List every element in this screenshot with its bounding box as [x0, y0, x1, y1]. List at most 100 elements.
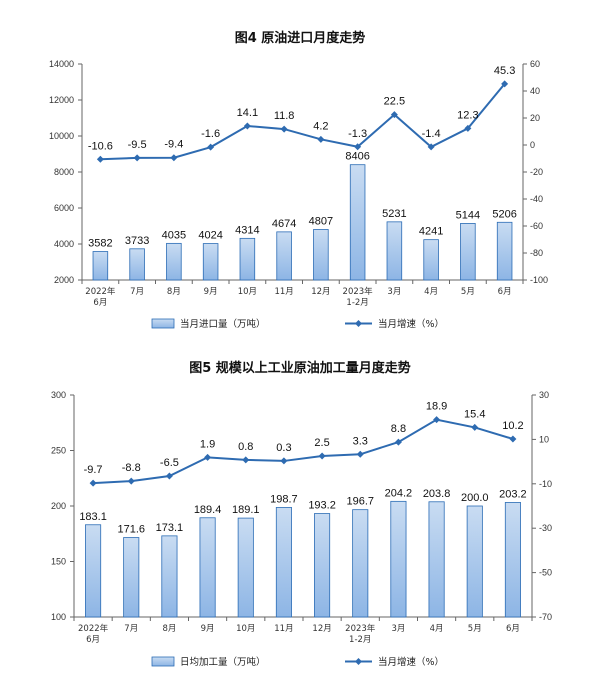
- left-tick-label: 10000: [49, 131, 74, 141]
- x-tick-label: 5月: [461, 287, 475, 297]
- growth-line: [93, 418, 514, 485]
- bar-value-label: 189.4: [194, 504, 222, 516]
- bar: [314, 513, 331, 618]
- legend-line-label: 当月增速（%）: [378, 318, 444, 330]
- left-tick-label: 300: [51, 390, 66, 400]
- bar-value-label: 4314: [235, 224, 259, 236]
- line-value-label: -9.4: [164, 139, 183, 151]
- x-tick-label: 7月: [130, 287, 144, 297]
- line-point: [317, 135, 325, 143]
- legend-line-label: 当月增速（%）: [378, 656, 444, 668]
- bar-value-label: 193.2: [308, 500, 336, 512]
- bar: [460, 223, 476, 281]
- bar: [237, 517, 254, 618]
- x-tick-label: 12月: [312, 624, 331, 634]
- x-tick-label: 10月: [238, 287, 257, 297]
- line-point: [501, 80, 509, 88]
- bar-value-label: 200.0: [461, 492, 489, 504]
- bar: [161, 535, 178, 618]
- x-tick-label: 4月: [430, 624, 444, 634]
- left-tick-label: 150: [51, 557, 66, 567]
- line-point: [127, 477, 135, 485]
- line-value-label: -10.6: [88, 140, 113, 152]
- right-tick-label: 10: [539, 434, 549, 444]
- right-tick-label: -80: [530, 248, 543, 258]
- chart-title: 图5 规模以上工业原油加工量月度走势: [189, 360, 411, 376]
- legend-bar-swatch: [151, 318, 175, 329]
- bar-value-label: 5206: [492, 208, 516, 220]
- x-tick-label: 7月: [124, 624, 138, 634]
- left-tick-label: 4000: [54, 239, 74, 249]
- line-value-label: 8.8: [391, 423, 406, 435]
- legend-line-marker: [355, 320, 362, 327]
- chart-2: 图5 规模以上工业原油加工量月度走势 100 150 200 250 300 -70 -50 -…: [51, 360, 552, 668]
- legend-bar-swatch: [151, 656, 175, 667]
- line-value-label: 11.8: [274, 110, 295, 122]
- bar: [423, 239, 439, 281]
- x-tick-label: 6月: [506, 624, 520, 634]
- bar-value-label: 204.2: [385, 487, 413, 499]
- x-tick-label: 5月: [468, 624, 482, 634]
- line-value-label: 12.3: [457, 109, 478, 121]
- bar: [239, 237, 256, 281]
- line-value-label: 45.3: [494, 65, 515, 77]
- bar-value-label: 5144: [456, 209, 480, 221]
- left-tick-label: 14000: [49, 59, 74, 69]
- bar-value-label: 203.8: [423, 488, 451, 500]
- left-tick-label: 250: [51, 446, 66, 456]
- line-point: [356, 450, 364, 458]
- bar-value-label: 4035: [162, 229, 186, 241]
- bar-value-label: 8406: [345, 151, 369, 163]
- line-point: [280, 457, 288, 465]
- bar: [386, 221, 403, 281]
- left-tick-label: 6000: [54, 203, 74, 213]
- line-value-label: 1.9: [200, 438, 215, 450]
- line-value-label: 3.3: [353, 435, 368, 447]
- x-tick-label: 12月: [311, 287, 330, 297]
- left-tick-label: 200: [51, 501, 66, 511]
- bar-value-label: 183.1: [79, 511, 107, 523]
- line-point: [170, 154, 178, 162]
- bar: [466, 505, 483, 618]
- bar-value-label: 4241: [419, 226, 443, 238]
- legend-bar-label: 当月进口量（万吨）: [180, 318, 266, 330]
- right-tick-label: -100: [530, 275, 548, 285]
- x-tick-label: 2022年 6月: [78, 623, 109, 645]
- bar: [123, 537, 140, 618]
- x-tick-label: 9月: [204, 287, 218, 297]
- line-value-label: 22.5: [384, 96, 405, 108]
- bar: [275, 507, 292, 618]
- bar: [428, 501, 445, 618]
- line-value-label: -9.7: [84, 464, 103, 476]
- right-tick-label: 40: [530, 86, 540, 96]
- line-value-label: 0.8: [238, 441, 253, 453]
- bar: [129, 248, 145, 281]
- x-tick-label: 2023年 1-2月: [343, 286, 374, 308]
- bar: [199, 517, 216, 618]
- bar-value-label: 4024: [198, 230, 222, 242]
- line-point: [89, 479, 97, 487]
- line-point: [243, 122, 251, 130]
- x-tick-label: 2023年 1-2月: [345, 623, 376, 645]
- bar: [352, 509, 369, 618]
- right-tick-label: 20: [530, 113, 540, 123]
- x-tick-label: 10月: [236, 624, 255, 634]
- bar-value-label: 3582: [88, 238, 112, 250]
- bar: [166, 242, 182, 281]
- bar: [390, 500, 407, 618]
- left-tick-label: 100: [51, 612, 66, 622]
- right-tick-label: -50: [539, 568, 552, 578]
- line-point: [318, 452, 326, 460]
- line-point: [427, 143, 435, 151]
- x-tick-label: 9月: [201, 624, 215, 634]
- line-point: [471, 423, 479, 431]
- bar: [276, 231, 292, 281]
- line-value-label: 4.2: [313, 120, 328, 132]
- right-tick-label: -70: [539, 612, 552, 622]
- bar-value-label: 203.2: [499, 488, 527, 500]
- right-tick-label: -10: [539, 479, 552, 489]
- chart-1: 图4 原油进口月度走势 2000 4000 6000 8000 10000 12000 140…: [49, 30, 548, 330]
- line-value-label: -1.3: [348, 128, 367, 140]
- x-tick-label: 4月: [424, 287, 438, 297]
